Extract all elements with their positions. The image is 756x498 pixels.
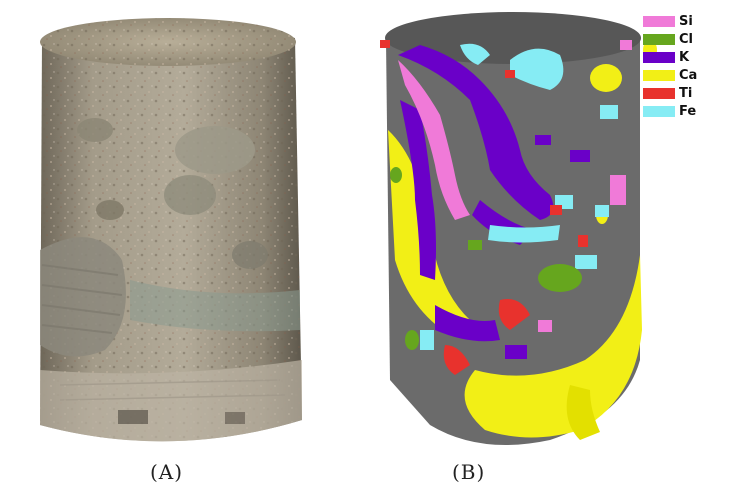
rock-core-image [40, 18, 302, 442]
legend-label-si: Si [679, 13, 693, 29]
element-3d-model [380, 12, 657, 445]
legend-label-k: K [679, 49, 690, 65]
rock-core-photo [0, 0, 340, 498]
legend-label-ca: Ca [679, 67, 698, 83]
si-swatch [643, 15, 675, 27]
caption-a: (A) [150, 460, 184, 484]
ti-swatch [643, 87, 675, 99]
cl-swatch [643, 33, 675, 45]
legend-label-fe: Fe [679, 103, 697, 119]
fe-swatch [643, 105, 675, 117]
element-legend: Si Cl K Ca Ti Fe [643, 12, 697, 120]
element-render [360, 0, 756, 498]
legend-item-ca: Ca [643, 66, 697, 84]
ca-swatch [643, 69, 675, 81]
legend-item-fe: Fe [643, 102, 697, 120]
k-swatch [643, 51, 675, 63]
legend-item-k: K [643, 48, 697, 66]
legend-item-cl: Cl [643, 30, 697, 48]
caption-b: (B) [452, 460, 486, 484]
legend-label-ti: Ti [679, 85, 693, 101]
legend-label-cl: Cl [679, 31, 693, 47]
legend-item-si: Si [643, 12, 697, 30]
legend-item-ti: Ti [643, 84, 697, 102]
